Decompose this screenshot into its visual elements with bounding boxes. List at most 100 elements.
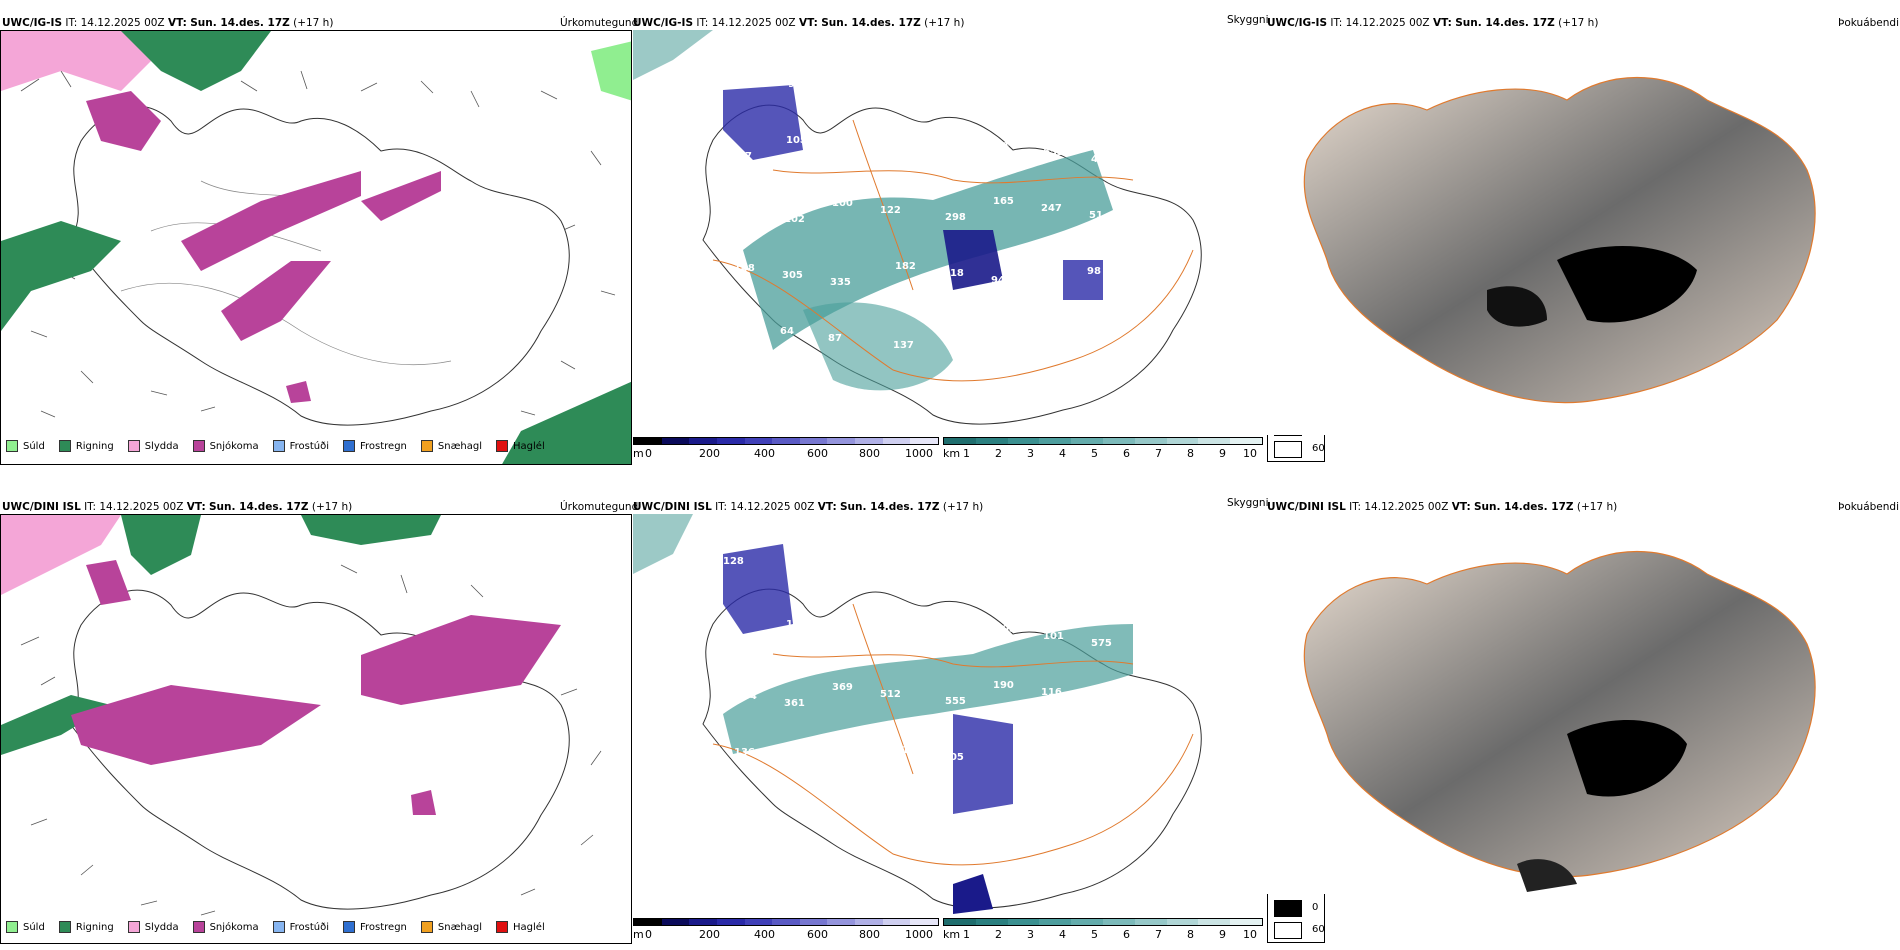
cloud-panel-title: Skyggni [1227,14,1269,26]
legend-item: Snæhagl [420,921,482,933]
it-value: 14.12.2025 00Z [730,501,815,513]
lead-time: (+17 h) [924,17,965,29]
cloud-map-row2[interactable]: 128 122 86 120 100 125 127 98 96 279 177 191 932 430 1… [633,514,1265,914]
row2-fog-header: UWC/DINI ISL IT: 14.12.2025 00Z VT: Sun.… [1267,500,1617,514]
visibility-tick: 2 [995,928,1002,941]
visibility-color-step [975,438,1008,444]
vt-label: VT: [798,17,818,29]
precip-map-row1[interactable] [0,30,632,465]
ceiling-value-label: 64 [780,326,794,337]
lead-time: (+17 h) [293,17,334,29]
visibility-color-step [1230,919,1262,925]
legend-item: Slydda [127,921,179,933]
rain-area-nw [121,31,271,91]
ceiling-value-label: 136 [734,747,755,758]
visibility-color-step [1230,438,1262,444]
visibility-tick: 5 [1091,447,1098,460]
model-name: UWC/IG-IS [633,17,694,29]
cloud-map-row1[interactable]: 122 93 113 130 140 168 108 51 73 77 105 171 285 421 84… [633,30,1265,435]
ceiling-value-label: 75 [1152,273,1166,284]
snow-band-west [71,685,321,765]
ceiling-color-step [744,919,773,925]
visibility-tick: 4 [1059,928,1066,941]
ceiling-value-label: 84 [995,140,1009,151]
legend-swatch [127,921,140,933]
fog-key-label: 60 [1312,924,1325,935]
snow-band-east [361,171,441,221]
ceiling-color-step [910,438,939,444]
fog-key-swatch-0 [1274,900,1302,917]
ceiling-value-label: 112 [1154,701,1175,712]
visibility-color-step [944,438,976,444]
ceiling-color-step [882,919,911,925]
ceiling-value-label: 105 [786,135,807,146]
it-value: 14.12.2025 00Z [1345,17,1430,29]
ceiling-value-label: 659 [1139,138,1160,149]
rain-area-nw [121,515,201,575]
legend-label: Rigning [75,921,114,933]
visibility-color-step [1102,919,1135,925]
legend-swatch [272,440,285,452]
ceiling-value-label: 84 [1150,329,1164,340]
legend-swatch [58,921,71,933]
visibility-tick: 1 [963,447,970,460]
ceiling-tick: 400 [754,447,775,460]
ceiling-color-step [799,919,828,925]
ceiling-value-label: 298 [945,212,966,223]
precip-map-row2[interactable] [0,514,632,944]
ceiling-value-label: 113 [836,86,857,97]
visibility-tick: 9 [1219,928,1226,941]
ceiling-tick: 1000 [905,928,933,941]
ceiling-color-step [855,438,883,444]
rain-area-west [1,31,151,91]
ceiling-value-label: 98 [1093,559,1107,570]
fog-panel-title: Þokuábendi [1838,17,1899,29]
visibility-tick: 6 [1123,447,1130,460]
ceiling-value-label: 77 [738,151,752,162]
ceiling-value-label: 100 [832,198,853,209]
ceiling-color-step [910,919,939,925]
legend-swatch [192,921,205,933]
legend-swatch [420,921,433,933]
legend-label: Haglél [513,440,545,452]
roads [712,603,1194,866]
it-value: 14.12.2025 00Z [99,501,184,513]
ceiling-value-label: 118 [943,268,964,279]
ceiling-color-step [882,438,911,444]
ceiling-value-label: 100 [932,561,953,572]
fog-map-row2[interactable] [1267,514,1900,894]
legend-label: Frostregn [360,921,407,933]
ceiling-value-label: 140 [932,77,953,88]
visibility-area-north [633,30,713,80]
visibility-color-step [1007,438,1040,444]
snow-band-main [181,171,361,271]
model-name: UWC/DINI ISL [1267,501,1346,513]
model-name: UWC/IG-IS [2,17,63,29]
ceiling-value-label: 116 [1041,687,1062,698]
ceiling-value-label: 125 [997,568,1018,579]
visibility-unit: km [943,928,961,941]
ceiling-value-label: 127 [1045,575,1066,586]
fog-map-row1[interactable] [1267,30,1900,435]
ceiling-area-east [1063,260,1103,300]
ceiling-color-step [772,438,800,444]
ceiling-value-label: 122 [723,72,744,83]
legend-item: Frostregn [343,440,407,452]
row1-cloud-header: UWC/IG-IS IT: 14.12.2025 00Z VT: Sun. 14… [633,16,964,30]
visibility-colorbar-row1: km 1 2 3 4 5 6 7 8 9 10 [943,437,1263,463]
ceiling-value-label: 653 [1043,147,1064,158]
ceiling-unit: m [633,928,644,941]
it-value: 14.12.2025 00Z [711,17,796,29]
ceiling-area-south [953,714,1013,814]
ceiling-value-label: 932 [882,633,903,644]
ceiling-value-label: 243 [830,761,851,772]
ceiling-value-label: 182 [895,261,916,272]
vt-value: Sun. 14.des. 17Z [190,17,290,29]
visibility-tick: 10 [1243,447,1257,460]
ceiling-value-label: 102 [784,214,805,225]
row1-precip-header: UWC/IG-IS IT: 14.12.2025 00Z VT: Sun. 14… [2,16,333,30]
ceiling-color-step [772,919,800,925]
legend-swatch [420,440,433,452]
sleet-area-nw [1,515,121,595]
fog-map-graphic [1267,514,1900,894]
